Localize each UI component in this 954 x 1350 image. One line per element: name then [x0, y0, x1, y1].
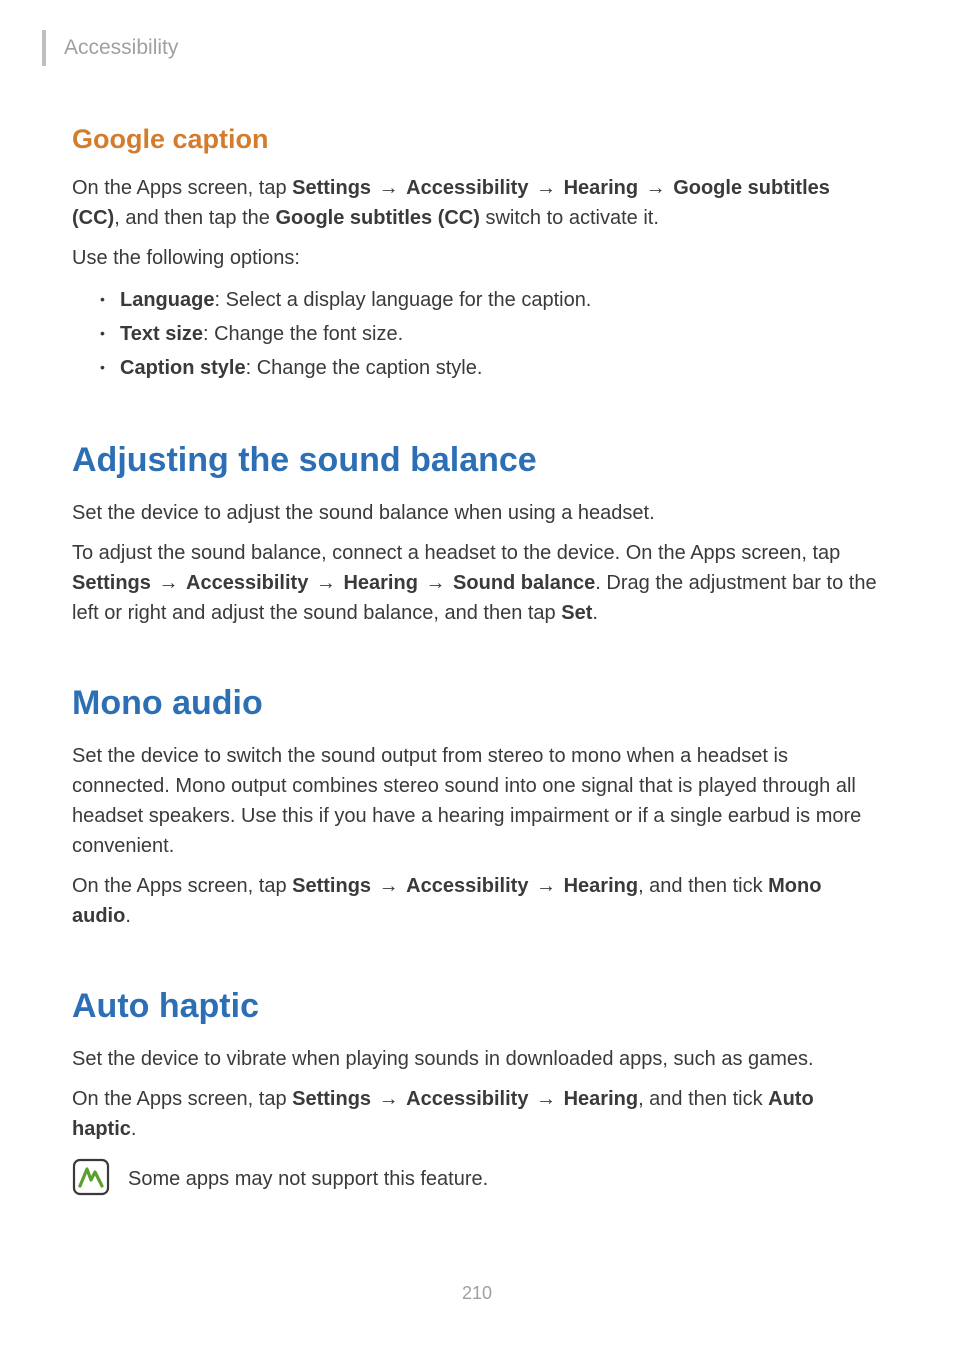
list-item: Language: Select a display language for …	[100, 283, 882, 317]
page-number: 210	[0, 1283, 954, 1304]
text: On the Apps screen, tap	[72, 875, 292, 897]
ma-paragraph-2: On the Apps screen, tap Settings → Acces…	[72, 871, 882, 931]
text: switch to activate it.	[480, 207, 659, 229]
note-row: Some apps may not support this feature.	[72, 1158, 882, 1201]
sb-paragraph-2: To adjust the sound balance, connect a h…	[72, 538, 882, 628]
text: .	[131, 1118, 137, 1140]
text: , and then tap the	[114, 207, 275, 229]
heading-mono-audio: Mono audio	[72, 684, 882, 723]
section-google-caption: Google caption On the Apps screen, tap S…	[72, 124, 882, 385]
path-accessibility: Accessibility	[406, 875, 528, 897]
path-settings: Settings	[292, 1088, 371, 1110]
text: .	[125, 905, 131, 927]
ah-paragraph-1: Set the device to vibrate when playing s…	[72, 1044, 882, 1074]
text: , and then tick	[638, 875, 768, 897]
path-sound-balance: Sound balance	[453, 572, 595, 594]
bold-set: Set	[561, 602, 592, 624]
path-hearing: Hearing	[564, 177, 638, 199]
gc-paragraph-1: On the Apps screen, tap Settings → Acces…	[72, 173, 882, 233]
text: To adjust the sound balance, connect a h…	[72, 542, 840, 564]
section-auto-haptic: Auto haptic Set the device to vibrate wh…	[72, 987, 882, 1201]
note-text: Some apps may not support this feature.	[128, 1158, 488, 1194]
path-hearing: Hearing	[564, 875, 638, 897]
breadcrumb-rule	[42, 30, 46, 66]
heading-sound-balance: Adjusting the sound balance	[72, 441, 882, 480]
path-accessibility: Accessibility	[406, 1088, 528, 1110]
gc-paragraph-2: Use the following options:	[72, 243, 882, 273]
arrow-icon: →	[418, 572, 453, 594]
path-accessibility: Accessibility	[186, 572, 308, 594]
path-accessibility: Accessibility	[406, 177, 528, 199]
text: , and then tick	[638, 1088, 768, 1110]
option-label: Language	[120, 289, 214, 311]
arrow-icon: →	[638, 177, 673, 199]
breadcrumb: Accessibility	[42, 30, 882, 66]
path-hearing: Hearing	[343, 572, 417, 594]
arrow-icon: →	[528, 875, 563, 897]
sb-paragraph-1: Set the device to adjust the sound balan…	[72, 498, 882, 528]
arrow-icon: →	[371, 875, 406, 897]
ma-paragraph-1: Set the device to switch the sound outpu…	[72, 741, 882, 861]
option-desc: : Change the font size.	[203, 323, 403, 345]
ah-paragraph-2: On the Apps screen, tap Settings → Acces…	[72, 1084, 882, 1144]
gc-options-list: Language: Select a display language for …	[72, 283, 882, 385]
option-label: Caption style	[120, 357, 246, 379]
arrow-icon: →	[151, 572, 186, 594]
list-item: Text size: Change the font size.	[100, 317, 882, 351]
arrow-icon: →	[528, 177, 563, 199]
breadcrumb-text: Accessibility	[64, 36, 178, 60]
option-desc: : Select a display language for the capt…	[214, 289, 591, 311]
text: On the Apps screen, tap	[72, 177, 292, 199]
text: On the Apps screen, tap	[72, 1088, 292, 1110]
path-settings: Settings	[292, 177, 371, 199]
note-icon	[72, 1158, 110, 1201]
text: .	[592, 602, 598, 624]
document-page: Accessibility Google caption On the Apps…	[0, 0, 954, 1350]
heading-auto-haptic: Auto haptic	[72, 987, 882, 1026]
arrow-icon: →	[371, 1088, 406, 1110]
section-sound-balance: Adjusting the sound balance Set the devi…	[72, 441, 882, 628]
option-desc: : Change the caption style.	[246, 357, 483, 379]
path-hearing: Hearing	[564, 1088, 638, 1110]
list-item: Caption style: Change the caption style.	[100, 351, 882, 385]
path-settings: Settings	[292, 875, 371, 897]
arrow-icon: →	[528, 1088, 563, 1110]
section-mono-audio: Mono audio Set the device to switch the …	[72, 684, 882, 931]
path-settings: Settings	[72, 572, 151, 594]
bold-google-subtitles: Google subtitles (CC)	[275, 207, 479, 229]
arrow-icon: →	[371, 177, 406, 199]
option-label: Text size	[120, 323, 203, 345]
heading-google-caption: Google caption	[72, 124, 882, 155]
arrow-icon: →	[308, 572, 343, 594]
